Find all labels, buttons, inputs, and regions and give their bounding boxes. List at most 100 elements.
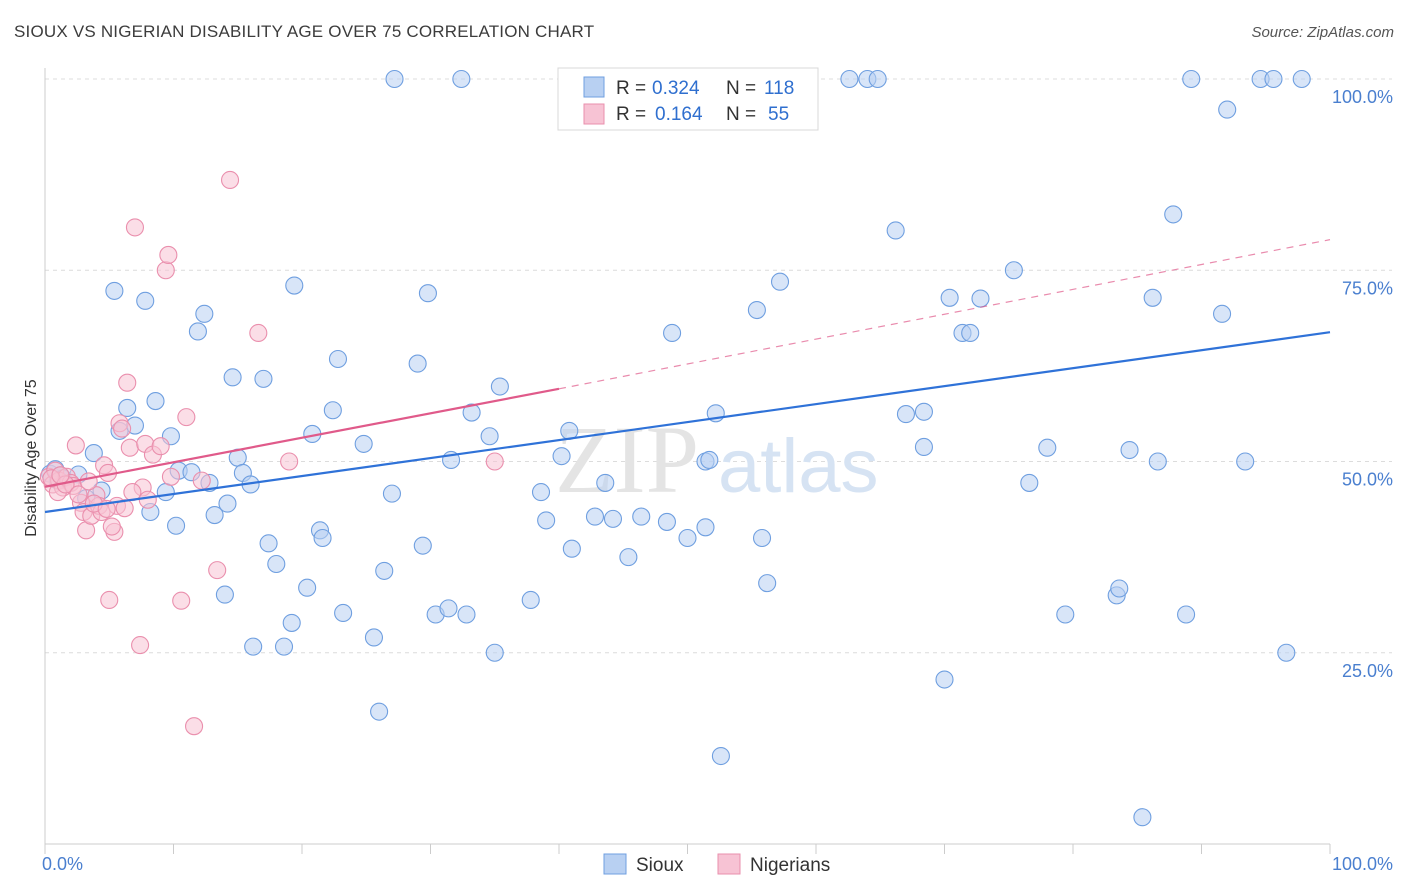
- bottom-legend-label-nigerians: Nigerians: [750, 855, 830, 876]
- sioux-point: [385, 69, 404, 89]
- sioux-point: [167, 516, 186, 535]
- sioux-point: [1004, 261, 1023, 280]
- watermark-atlas: atlas: [718, 424, 879, 509]
- series-sioux: [41, 69, 1311, 827]
- sioux-point: [770, 272, 790, 291]
- sioux-point: [1218, 100, 1237, 119]
- sioux-point: [886, 221, 905, 240]
- nigerians-point: [159, 245, 178, 264]
- sioux-point: [914, 437, 933, 457]
- nigerians-trend-line: [44, 387, 560, 488]
- sioux-point: [1164, 205, 1183, 224]
- sioux-point: [418, 284, 437, 303]
- y-tick-label-100: 100.0%: [1332, 87, 1393, 107]
- legend-swatch-nigerians: [583, 103, 605, 125]
- sioux-point: [531, 483, 551, 502]
- sioux-point: [896, 405, 916, 424]
- nigerians-point: [115, 499, 134, 518]
- nigerians-point: [156, 261, 175, 280]
- sioux-point: [215, 585, 234, 604]
- y-tick-label-50: 50.0%: [1342, 470, 1393, 490]
- nigerians-point: [172, 591, 191, 610]
- nigerians-point: [177, 408, 196, 427]
- nigerians-point: [138, 490, 157, 509]
- legend-n-value-1: 118: [764, 78, 794, 99]
- sioux-point: [603, 509, 623, 528]
- sioux-point: [1277, 643, 1296, 662]
- sioux-point: [752, 528, 772, 548]
- sioux-point: [490, 377, 509, 396]
- sioux-point: [1177, 605, 1196, 624]
- x-tick-max: 100.0%: [1332, 854, 1393, 874]
- sioux-point: [562, 539, 581, 558]
- bottom-legend-swatch-sioux: [603, 853, 627, 875]
- y-tick-label-75: 75.0%: [1342, 278, 1393, 298]
- sioux-point: [84, 444, 103, 463]
- nigerians-point: [118, 373, 137, 392]
- sioux-point: [282, 613, 301, 632]
- sioux-point: [1213, 304, 1232, 323]
- sioux-point: [1020, 473, 1039, 492]
- sioux-point: [696, 518, 715, 537]
- nigerians-point: [113, 419, 132, 438]
- sioux-point: [244, 637, 263, 656]
- y-tick-labels: 25.0% 50.0% 75.0% 100.0%: [1332, 87, 1393, 681]
- sioux-point: [1133, 808, 1152, 827]
- trend-lines: [44, 239, 1331, 514]
- sioux-point: [118, 398, 137, 418]
- source-label: Source: ZipAtlas.com: [1251, 24, 1394, 41]
- sioux-trend-line: [44, 331, 1331, 514]
- legend-n-value-2: 55: [768, 104, 789, 125]
- sioux-point: [274, 637, 294, 656]
- nigerians-point: [249, 323, 268, 343]
- sioux-point: [678, 528, 697, 548]
- sioux-point: [408, 354, 427, 373]
- sioux-point: [105, 281, 124, 300]
- series-nigerians: [39, 170, 504, 736]
- sioux-point: [1292, 69, 1311, 89]
- nigerians-point: [66, 436, 85, 455]
- sioux-point: [537, 511, 556, 530]
- bottom-legend-label-sioux: Sioux: [636, 855, 684, 876]
- legend-n-label-1: N =: [726, 78, 756, 99]
- nigerians-point: [102, 517, 121, 536]
- sioux-point: [205, 505, 224, 525]
- sioux-point: [961, 323, 980, 343]
- sioux-point: [1148, 452, 1167, 471]
- sioux-point: [663, 323, 682, 343]
- bottom-legend: Sioux Nigerians: [603, 853, 830, 876]
- sioux-point: [485, 643, 504, 662]
- nigerians-point: [485, 452, 504, 471]
- sioux-point: [1236, 452, 1255, 471]
- sioux-point: [619, 548, 638, 567]
- sioux-point: [480, 427, 499, 446]
- sioux-point: [1038, 438, 1057, 457]
- sioux-point: [354, 434, 373, 453]
- sioux-point: [136, 291, 155, 310]
- nigerians-point: [69, 485, 88, 504]
- nigerians-point: [125, 218, 144, 237]
- sioux-point: [596, 473, 615, 492]
- sioux-point: [334, 603, 353, 623]
- y-tick-label-25: 25.0%: [1342, 661, 1393, 681]
- sioux-point: [1110, 579, 1129, 598]
- sioux-point: [313, 528, 332, 548]
- legend-r-label-2: R =: [616, 104, 646, 125]
- legend-box: R = 0.324 N = 118 R = 0.164 N = 55: [557, 67, 819, 131]
- sioux-point: [868, 69, 887, 89]
- nigerians-point: [100, 590, 119, 610]
- points-layer: [39, 69, 1311, 827]
- sioux-point: [914, 402, 933, 421]
- watermark: ZIP atlas: [555, 406, 879, 513]
- nigerians-trend-extension: [558, 239, 1331, 390]
- y-axis-label: Disability Age Over 75: [23, 379, 40, 537]
- sioux-point: [285, 276, 304, 295]
- nigerians-point: [131, 636, 150, 655]
- sioux-point: [156, 483, 175, 502]
- legend-r-value-2: 0.164: [655, 104, 703, 125]
- sioux-point: [364, 628, 384, 647]
- sioux-point: [940, 288, 959, 307]
- sioux-point: [259, 534, 278, 553]
- sioux-point: [840, 69, 859, 89]
- nigerians-point: [220, 170, 240, 190]
